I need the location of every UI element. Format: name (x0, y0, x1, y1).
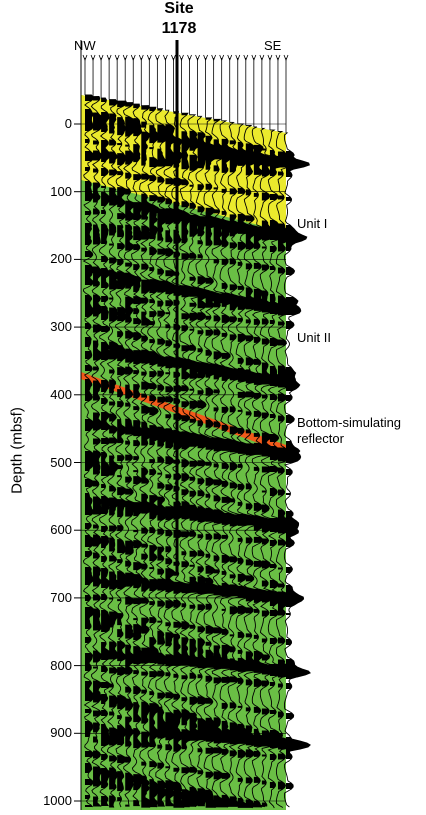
seismic-trace (82, 54, 97, 808)
depth-tick-label: 0 (64, 116, 72, 131)
seismic-trace (114, 54, 133, 808)
seismic-trace (283, 54, 311, 808)
unit-2-label: Unit II (297, 330, 331, 345)
depth-tick-label: 600 (50, 522, 72, 538)
bsr-label-line1: Bottom-simulating (297, 415, 402, 430)
site-title-line1: Site (164, 0, 194, 17)
site-title-line2: 1178 (161, 20, 197, 37)
direction-left-label: NW (74, 38, 96, 53)
depth-tick-label: 800 (50, 657, 72, 673)
depth-tick-label: 300 (50, 319, 72, 335)
direction-right-label: SE (264, 38, 282, 53)
depth-tick-label: 900 (50, 725, 72, 741)
unit-1-label: Unit I (297, 216, 328, 231)
depth-tick-label: 1000 (43, 793, 72, 808)
seismic-trace (122, 54, 140, 807)
bsr-label-line2: reflector (297, 431, 344, 446)
depth-tick-label: 500 (50, 454, 72, 470)
depth-tick-label: 200 (50, 251, 72, 267)
depth-axis-title: Depth (mbsf) (8, 407, 26, 494)
depth-tick-label: 400 (50, 386, 72, 402)
seismic-trace (90, 54, 105, 807)
depth-tick-label: 100 (50, 183, 72, 199)
depth-tick-label: 700 (50, 589, 72, 605)
